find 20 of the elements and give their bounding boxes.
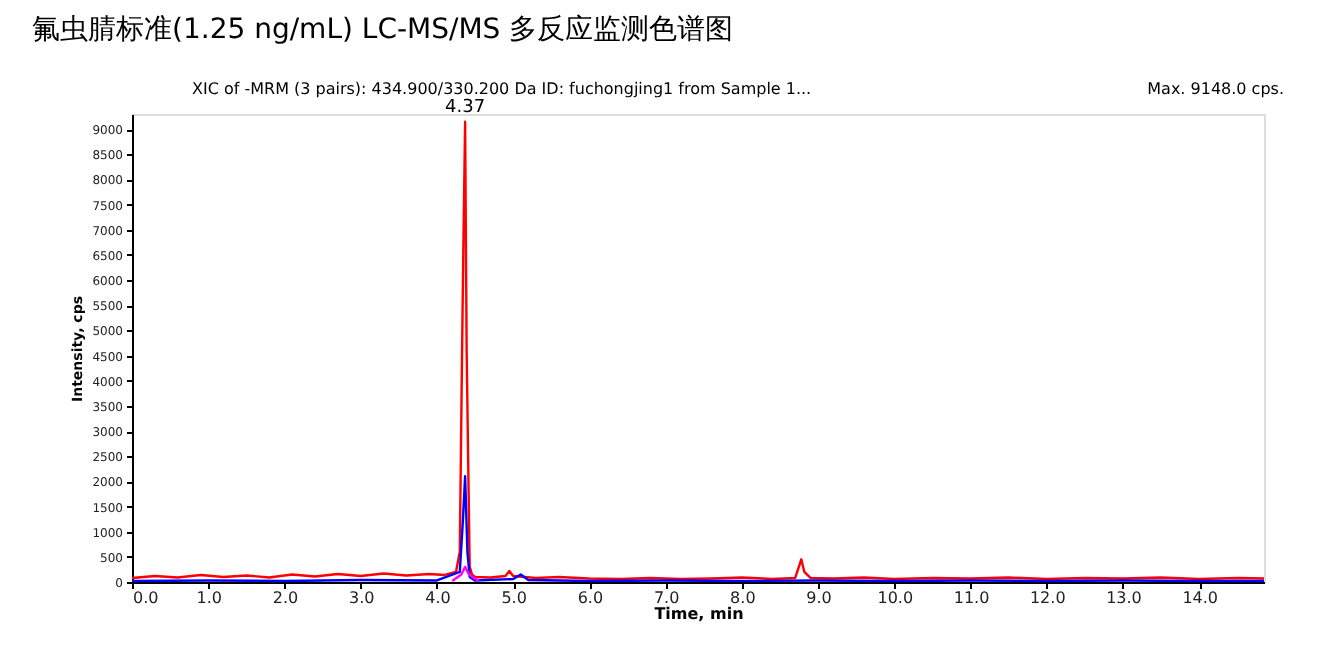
x-tick-label: 8.0 bbox=[730, 589, 756, 607]
x-axis-title: Time, min bbox=[654, 605, 745, 623]
x-tick-label: 10.0 bbox=[877, 589, 914, 607]
x-tick-label: 5.0 bbox=[501, 589, 527, 607]
text: XIC of -MRM (3 pairs): 434.900/330.200 Da ID: fuchongjing1 from Sample 1... bbox=[192, 80, 812, 98]
x-tick-label: 6.0 bbox=[577, 589, 604, 607]
x-tick-label: 4.0 bbox=[425, 589, 451, 607]
x-tick-label: 13.0 bbox=[1106, 589, 1142, 607]
x-tick-label: 11.0 bbox=[953, 589, 990, 607]
x-tick-label: 12.0 bbox=[1029, 589, 1066, 607]
x-tick-label: 2.0 bbox=[272, 589, 299, 607]
text: Max. 9148.0 cps. bbox=[1147, 80, 1284, 98]
annotation: 4.37 bbox=[445, 97, 486, 118]
x-tick-label: 0.0 bbox=[133, 589, 159, 607]
x-tick-label: 9.0 bbox=[806, 589, 832, 607]
x-tick-label: 14.0 bbox=[1182, 589, 1219, 607]
chart-title: 氟虫腈标准(1.25 ng/mL) LC-MS/MS 多反应监测色谱图 bbox=[32, 14, 734, 46]
x-tick-label: 7.0 bbox=[653, 589, 680, 607]
x-tick-label: 3.0 bbox=[348, 589, 375, 607]
x-tick-label: 1.0 bbox=[196, 589, 222, 607]
